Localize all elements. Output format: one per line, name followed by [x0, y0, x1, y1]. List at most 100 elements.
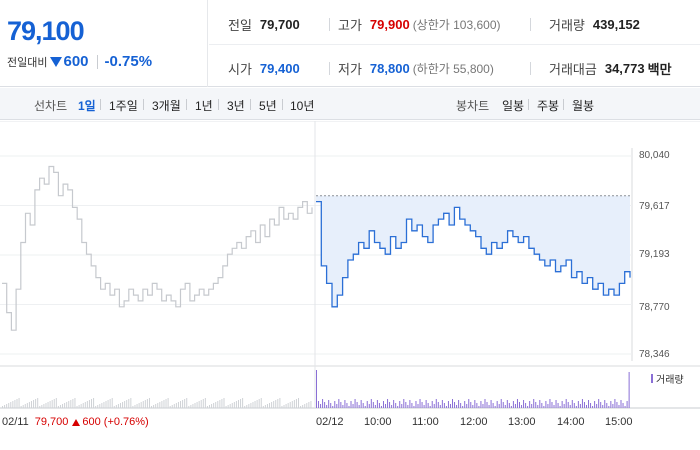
volume-bar: [219, 400, 221, 408]
volume-bar: [583, 402, 585, 408]
stat-grid: 전일 79,700 고가 79,900 (상한가 103,600) 거래량 43…: [209, 0, 700, 87]
volume-bar: [198, 401, 200, 408]
volume-bar: [464, 401, 466, 408]
volume-bar: [618, 405, 620, 408]
volume-bar: [496, 401, 498, 408]
stat-value: 78,800: [369, 61, 410, 76]
diff-row: 전일대비 600 -0.75%: [7, 53, 152, 70]
volume-bar: [352, 404, 354, 408]
divider: [329, 62, 330, 75]
volume-bar: [115, 405, 117, 408]
volume-bar: [235, 401, 237, 408]
volume-bar: [24, 404, 26, 408]
volume-bar: [76, 406, 78, 408]
volume-bar: [264, 405, 266, 408]
divider: [100, 99, 101, 110]
candle-weekly[interactable]: 주봉: [537, 99, 560, 113]
candle-monthly[interactable]: 월봉: [572, 99, 595, 113]
volume-bar: [393, 400, 395, 408]
volume-bar: [70, 400, 72, 408]
y-tick-label: 78,346: [639, 349, 670, 360]
candle-daily[interactable]: 일봉: [502, 99, 525, 113]
divider: [329, 18, 330, 31]
stat-label: 시가: [228, 62, 252, 77]
volume-bar: [401, 404, 403, 408]
volume-bar: [180, 401, 182, 408]
volume-bar: [109, 399, 111, 408]
volume-bar: [529, 401, 531, 408]
period-1y[interactable]: 1년: [195, 99, 213, 113]
volume-bar: [592, 406, 594, 408]
volume-bar: [382, 401, 384, 408]
volume-bar: [490, 400, 492, 408]
stat-open: 시가 79,400: [228, 59, 300, 78]
volume-bar: [242, 398, 244, 408]
prev-day-close: 79,700: [34, 416, 69, 428]
series-area-today: [316, 195, 630, 307]
period-1w[interactable]: 1주일: [109, 99, 138, 113]
y-tick-label: 78,770: [639, 302, 670, 313]
volume-bar: [612, 404, 614, 408]
candle-chart-label: 봉차트: [456, 99, 490, 113]
diff-percent: -0.75%: [104, 53, 153, 70]
volume-bar: [624, 406, 626, 408]
volume-bar: [271, 402, 273, 408]
volume-bar: [93, 398, 95, 408]
volume-bar: [217, 401, 219, 408]
volume-bar: [431, 401, 433, 408]
volume-bar: [322, 399, 324, 408]
volume-bar: [508, 403, 510, 408]
period-3y[interactable]: 3년: [227, 99, 245, 113]
volume-bar: [316, 370, 317, 408]
volume-bar: [101, 403, 103, 408]
volume-bar: [248, 404, 250, 408]
volume-bar: [425, 400, 427, 408]
volume-bar: [146, 399, 148, 408]
divider: [250, 99, 251, 110]
volume-bar: [514, 404, 516, 408]
volume-bar: [460, 403, 462, 408]
volume-swatch: [651, 374, 653, 383]
volume-bar: [126, 400, 128, 408]
period-10y[interactable]: 10년: [290, 99, 315, 113]
volume-bar: [213, 403, 215, 408]
volume-bar: [385, 404, 387, 408]
volume-bar: [14, 400, 16, 408]
volume-bar: [59, 405, 61, 408]
volume-bar: [43, 404, 45, 408]
price-chart[interactable]: 80,040 79,617 79,193 78,770 78,346 거래량 0…: [0, 121, 700, 450]
volume-bar: [492, 403, 494, 408]
volume-bar: [504, 405, 506, 408]
volume-bar: [196, 402, 198, 408]
volume-bar: [600, 402, 602, 408]
stat-label: 거래대금: [549, 62, 597, 77]
volume-bar: [539, 400, 541, 408]
volume-bar: [421, 402, 423, 408]
volume-bar: [622, 403, 624, 408]
volume-bar: [10, 402, 12, 408]
volume-bar: [182, 400, 184, 408]
volume-bar: [281, 406, 283, 408]
volume-bar: [596, 404, 598, 408]
volume-bar: [557, 403, 559, 408]
volume-bar: [107, 400, 109, 408]
volume-bar: [454, 402, 456, 408]
volume-bar: [175, 403, 177, 408]
period-3m[interactable]: 3개월: [152, 99, 181, 113]
x-tick-label: 10:00: [364, 416, 392, 428]
volume-bar: [433, 404, 435, 408]
volume-bar: [362, 403, 364, 408]
period-1d[interactable]: 1일: [78, 99, 96, 113]
volume-bar: [628, 372, 630, 408]
volume-bar: [577, 401, 579, 408]
volume-bar: [350, 401, 352, 408]
volume-bar: [419, 399, 421, 408]
volume-bar: [553, 405, 555, 408]
volume-bar: [221, 399, 223, 408]
period-5y[interactable]: 5년: [259, 99, 277, 113]
volume-bar: [68, 401, 70, 408]
volume-bar: [55, 398, 57, 408]
prev-day-change: 600 (+0.76%): [82, 416, 149, 428]
volume-bar: [188, 406, 190, 408]
volume-bar: [119, 403, 121, 408]
